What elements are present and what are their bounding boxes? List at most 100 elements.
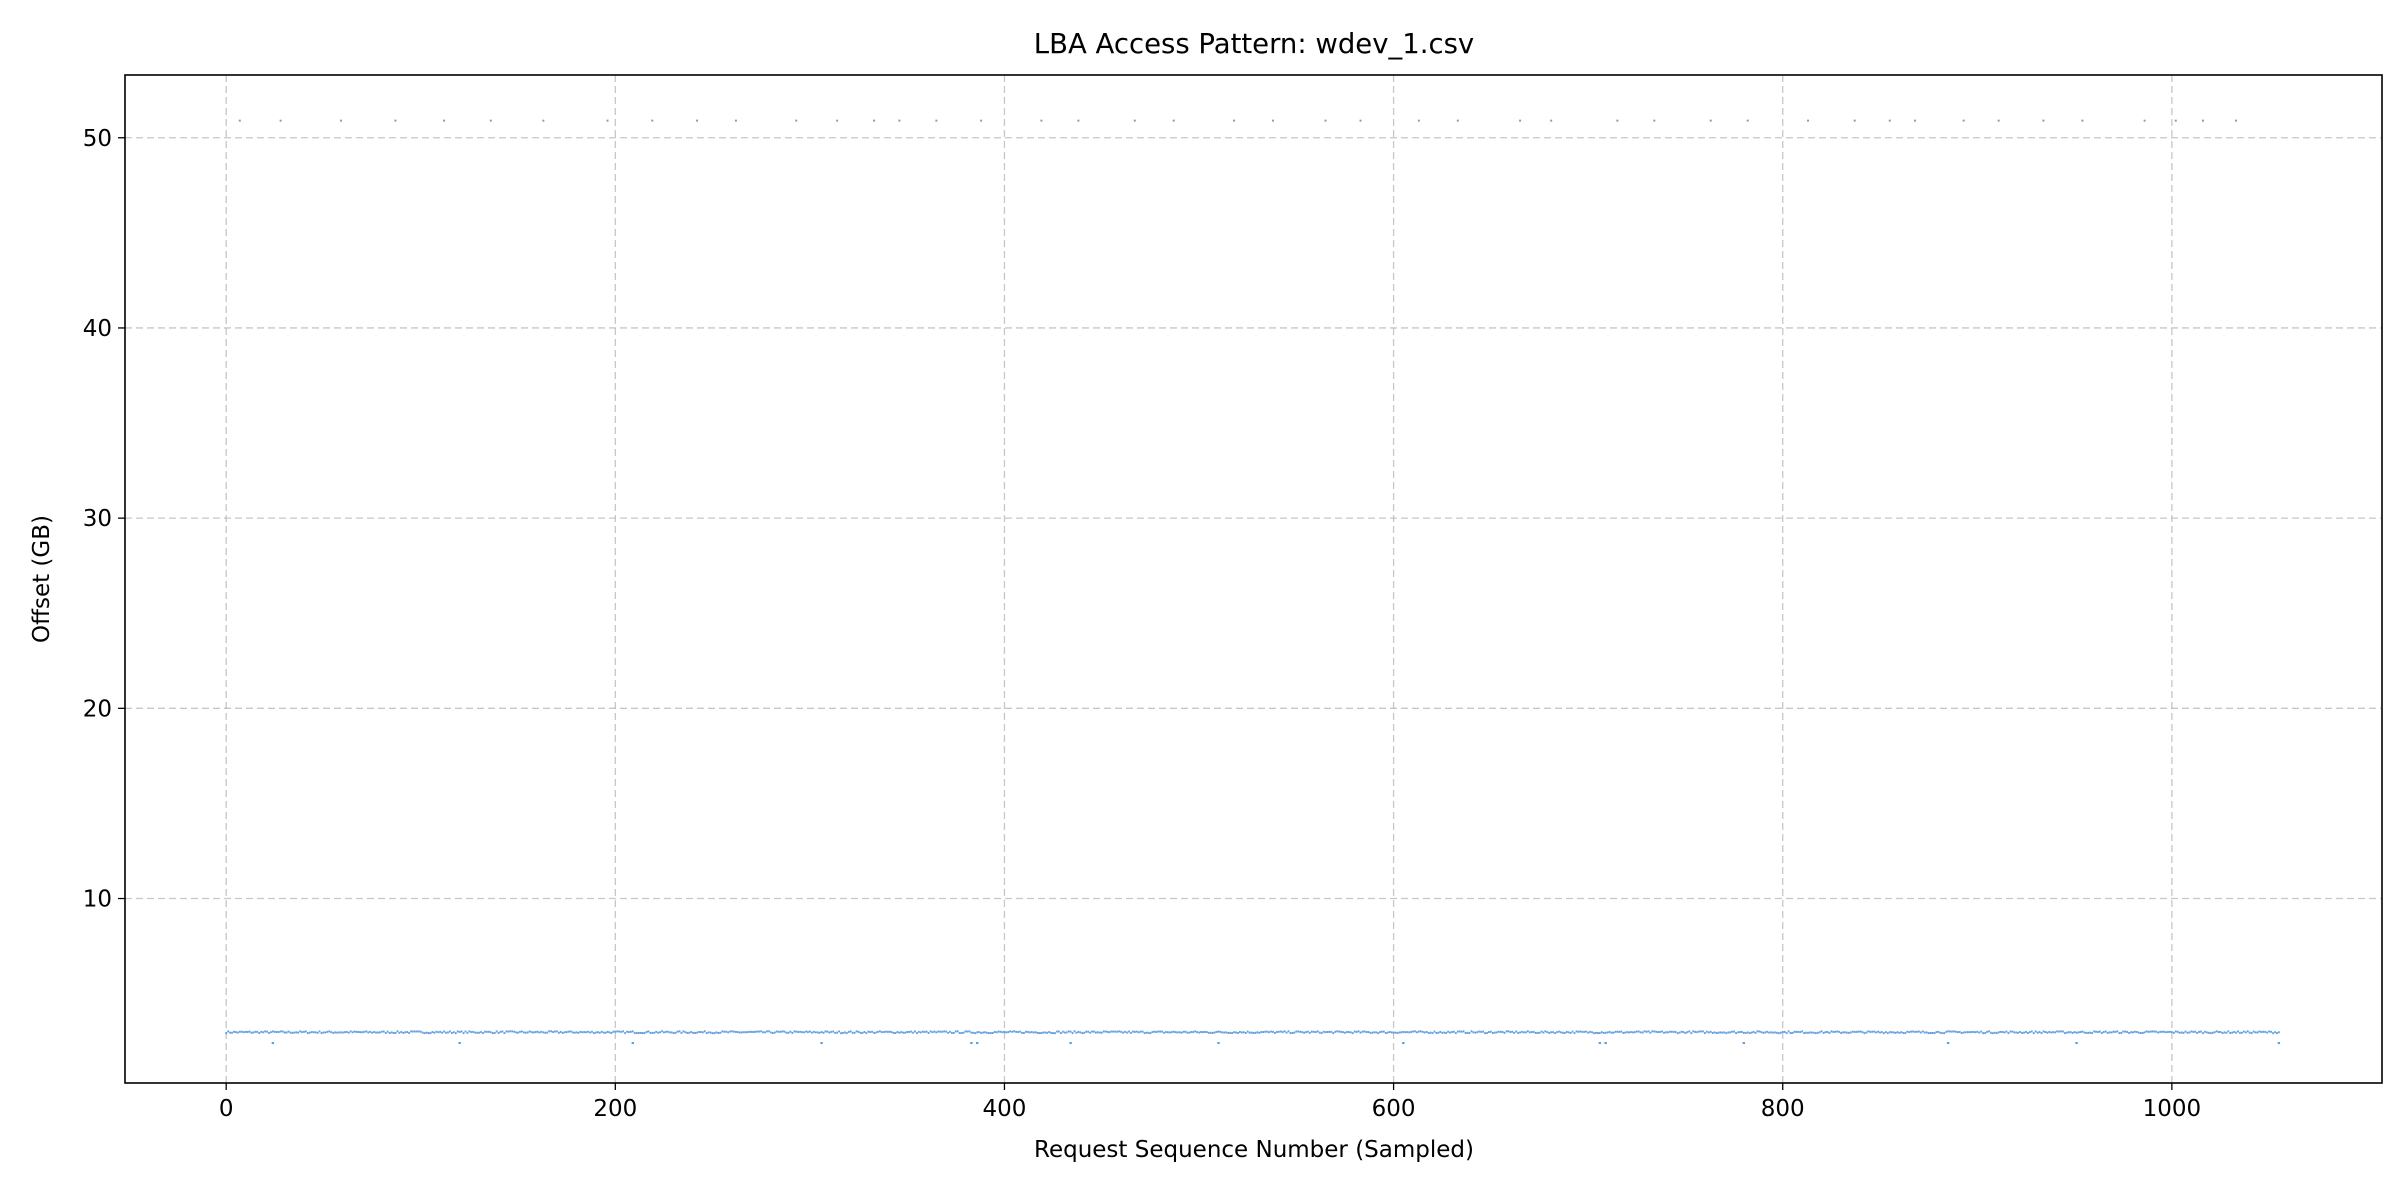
data-point	[1390, 1031, 1393, 1034]
data-point	[818, 1031, 821, 1034]
data-point	[2246, 1030, 2249, 1033]
data-point	[1289, 1032, 1292, 1035]
data-point	[1030, 1031, 1033, 1034]
data-point	[1777, 1032, 1780, 1035]
data-point	[797, 1030, 800, 1033]
data-point	[1929, 1032, 1932, 1035]
data-point-high	[873, 119, 876, 122]
data-point	[1048, 1030, 1051, 1033]
data-point	[674, 1031, 677, 1034]
data-point-high	[980, 119, 983, 122]
data-point	[701, 1031, 704, 1034]
data-point	[534, 1030, 537, 1033]
data-point	[777, 1030, 780, 1033]
data-point	[1783, 1030, 1786, 1033]
data-point	[507, 1030, 510, 1033]
data-point	[1371, 1031, 1374, 1034]
data-point	[291, 1031, 294, 1034]
data-point	[2075, 1031, 2078, 1034]
y-axis-label: Offset (GB)	[29, 515, 55, 643]
data-point	[2060, 1030, 2062, 1033]
data-point	[2176, 1030, 2179, 1033]
data-point	[853, 1031, 856, 1034]
data-point	[1293, 1031, 1296, 1034]
data-point-high	[935, 119, 938, 122]
data-point	[1764, 1031, 1767, 1034]
data-point	[579, 1030, 582, 1033]
data-point	[639, 1031, 642, 1034]
data-point	[1598, 1032, 1601, 1035]
data-point	[2056, 1030, 2058, 1033]
data-point	[1454, 1032, 1457, 1035]
data-point	[2186, 1031, 2189, 1034]
data-point	[2023, 1031, 2025, 1034]
data-point	[312, 1031, 315, 1034]
data-point	[561, 1031, 564, 1034]
data-point	[1558, 1030, 1560, 1033]
data-point	[2133, 1030, 2136, 1033]
data-point	[626, 1030, 628, 1033]
data-point	[540, 1030, 543, 1033]
data-point	[851, 1031, 854, 1034]
data-point	[384, 1031, 387, 1034]
data-point	[1233, 1031, 1235, 1034]
data-point	[1863, 1032, 1866, 1035]
data-point	[2058, 1030, 2060, 1033]
data-point	[1416, 1031, 1418, 1034]
data-point	[293, 1031, 296, 1034]
data-point	[1248, 1031, 1251, 1034]
data-point	[1595, 1031, 1597, 1034]
data-point	[987, 1032, 990, 1035]
data-point	[1871, 1030, 1874, 1033]
data-point	[281, 1030, 284, 1033]
data-point	[2104, 1030, 2107, 1033]
data-point	[1141, 1030, 1144, 1033]
data-point	[484, 1030, 486, 1033]
data-point	[289, 1031, 292, 1034]
data-point	[1561, 1031, 1564, 1034]
data-point	[2097, 1030, 2099, 1033]
data-point	[799, 1030, 802, 1033]
data-point	[1818, 1031, 1821, 1034]
data-point	[1073, 1030, 1076, 1033]
data-point	[2132, 1031, 2134, 1034]
data-point	[1577, 1030, 1580, 1033]
data-point	[1227, 1031, 1230, 1034]
data-point	[1943, 1032, 1946, 1035]
data-point	[522, 1031, 525, 1034]
data-point	[789, 1030, 792, 1033]
data-point	[1205, 1031, 1208, 1034]
data-point	[923, 1030, 926, 1033]
data-point	[320, 1032, 323, 1035]
data-point	[1509, 1030, 1512, 1033]
data-point	[1024, 1030, 1027, 1033]
data-point	[1705, 1030, 1708, 1033]
data-point	[1851, 1030, 1854, 1033]
data-point	[855, 1030, 858, 1033]
data-point	[563, 1031, 566, 1034]
data-point	[1299, 1030, 1302, 1033]
data-point	[729, 1030, 732, 1033]
data-point	[1145, 1031, 1148, 1034]
data-point	[1805, 1031, 1807, 1034]
data-point	[810, 1031, 813, 1034]
data-point	[836, 1031, 839, 1034]
data-point	[1281, 1031, 1284, 1034]
data-point	[616, 1030, 619, 1033]
data-point-high	[1324, 119, 1327, 122]
data-point	[1925, 1031, 1928, 1034]
data-point	[1110, 1030, 1113, 1033]
data-point	[2067, 1031, 2070, 1034]
x-tick-label: 200	[593, 1096, 637, 1122]
data-point	[1386, 1031, 1389, 1034]
data-point	[1639, 1031, 1642, 1034]
data-point	[1093, 1030, 1095, 1033]
data-point	[250, 1031, 253, 1034]
data-point	[1916, 1030, 1918, 1033]
data-point	[462, 1032, 465, 1035]
data-point	[772, 1032, 774, 1035]
data-point	[1659, 1030, 1662, 1033]
data-point	[1221, 1031, 1224, 1034]
data-point	[1013, 1030, 1016, 1033]
